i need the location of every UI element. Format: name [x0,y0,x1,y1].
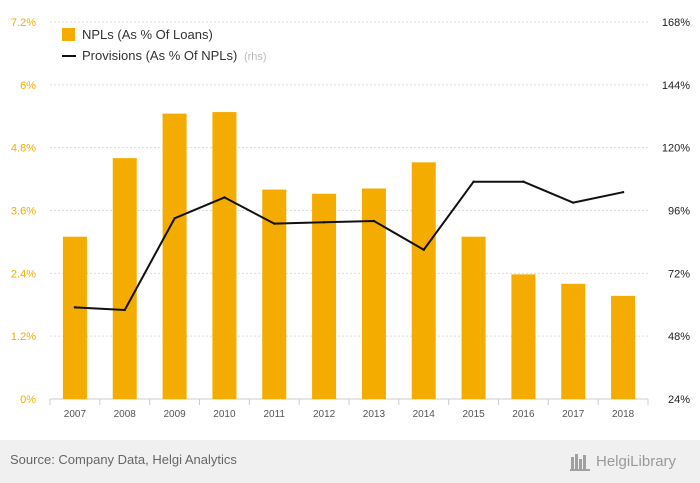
y-tick-label-left: 4.8% [11,143,36,155]
line-point[interactable] [73,306,77,309]
brand-name: HelgiLibrary [596,452,677,470]
line-series-provisions [73,180,625,312]
y-axis-left: 0% 1.2% 2.4% 3.6% 4.8% 6% 7.2% [11,17,36,406]
line-point[interactable] [372,219,376,223]
bar[interactable] [62,236,87,399]
y-tick-label-right: 144% [662,80,690,92]
y-tick-label-right: 24% [668,394,690,406]
bar[interactable] [112,158,137,399]
x-tick-label: 2008 [114,409,137,420]
legend: NPLs (As % Of Loans) Provisions (As % Of… [62,27,267,63]
legend-swatch-npls [62,28,75,41]
bar[interactable] [411,162,436,399]
line-point[interactable] [422,248,425,251]
bar[interactable] [162,113,187,399]
x-tick-label: 2013 [363,409,386,420]
x-tick-label: 2017 [562,409,585,420]
legend-rhs-note: (rhs) [244,51,267,63]
x-axis: 2007 2008 2009 2010 2011 2012 2013 2014 2015 2016… [49,399,649,420]
x-tick-label: 2009 [163,409,186,420]
y-tick-label-left: 7.2% [11,17,36,29]
x-tick-label: 2012 [313,409,336,420]
y-tick-label-right: 168% [662,17,690,29]
source-text: Source: Company Data, Helgi Analytics [10,452,237,467]
x-tick-label: 2010 [213,409,236,420]
bar-series-npls [62,112,636,400]
line-point[interactable] [522,180,525,183]
legend-label-npls: NPLs (As % Of Loans) [82,27,213,42]
bar[interactable] [212,112,237,400]
x-tick-label: 2014 [413,409,436,420]
y-tick-label-right: 96% [668,206,690,218]
line-point[interactable] [472,180,475,183]
y-tick-label-left: 3.6% [11,206,36,218]
brand-logo[interactable]: HelgiLibrary [570,447,695,475]
y-tick-label-left: 0% [20,394,36,406]
bar[interactable] [461,236,486,399]
library-logo-icon [570,454,590,471]
x-tick-label: 2011 [263,409,285,420]
line-point[interactable] [273,222,276,225]
line-point[interactable] [322,221,326,224]
line-point[interactable] [223,196,226,199]
bar[interactable] [561,283,586,399]
gridlines [50,21,648,400]
bar[interactable] [312,193,337,399]
line-point[interactable] [123,308,126,312]
bar[interactable] [361,188,386,399]
x-tick-label: 2015 [462,409,485,420]
y-axis-right: 24% 48% 72% 96% 120% 144% 168% [662,17,690,406]
y-tick-label-right: 72% [668,268,690,280]
y-tick-label-left: 1.2% [11,331,36,343]
provisions-line[interactable] [74,180,624,311]
legend-label-provisions: Provisions (As % Of NPLs) (rhs) [82,48,267,63]
line-point[interactable] [173,217,176,220]
line-point[interactable] [621,190,625,194]
line-point[interactable] [572,201,575,204]
y-tick-label-right: 48% [668,331,690,343]
x-tick-label: 2007 [64,409,87,420]
bar[interactable] [611,295,636,399]
bar[interactable] [262,189,287,399]
y-tick-label-right: 120% [662,143,690,155]
chart: 0% 1.2% 2.4% 3.6% 4.8% 6% 7.2% 24% 48% 72% 96% 120… [11,17,690,420]
x-tick-label: 2016 [512,409,535,420]
x-tick-label: 2018 [612,409,635,420]
y-tick-label-left: 6% [20,80,36,92]
y-tick-label-left: 2.4% [11,268,36,280]
bar[interactable] [511,274,536,399]
